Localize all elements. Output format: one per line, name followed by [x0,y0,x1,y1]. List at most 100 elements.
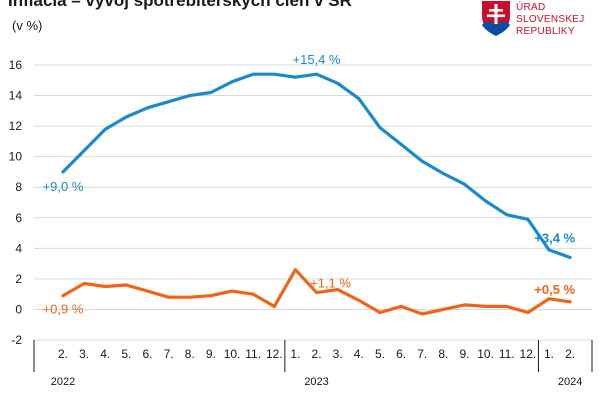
data-point [336,288,340,291]
data-point [230,289,234,293]
y-tick-label: 16 [9,58,23,72]
data-point [463,182,466,186]
series-line-blue [61,72,572,260]
logo-text: ÚRAD SLOVENSKEJ REPUBLIKY [516,2,585,38]
x-tick-label: 6. [143,347,153,361]
logo-line: SLOVENSKEJ [516,14,585,25]
x-tick-label: 9. [459,347,469,361]
data-point [399,304,403,308]
data-label: +3,4 % [534,231,575,246]
x-tick-label: 9. [206,347,216,361]
data-point [568,300,572,304]
x-tick-label: 10. [477,347,494,361]
data-point [484,199,487,203]
data-point [124,115,128,119]
data-label: +9,0 % [43,179,84,194]
data-point [315,291,318,295]
x-tick-label: 7. [417,347,427,361]
y-tick-label: -2 [11,333,22,347]
data-point [167,295,171,299]
data-point [378,126,382,130]
x-tick-label: 7. [164,347,174,361]
data-point [463,303,466,307]
x-tick-label: 3. [79,347,89,361]
slovak-coat-of-arms-icon [480,0,512,38]
series-lines [61,72,572,316]
data-point [336,81,340,85]
data-point [568,256,572,259]
x-tick-label: 8. [438,347,448,361]
x-tick-label: 4. [354,347,364,361]
x-tick-label: 11. [245,347,261,361]
year-label: 2023 [304,376,328,388]
x-tick-label: 3. [333,347,343,361]
data-point [526,217,530,221]
x-tick-label: 5. [121,347,131,361]
data-point [547,248,551,252]
data-point [188,94,192,97]
data-point [209,91,213,94]
data-label: +15,4 % [293,52,342,67]
x-tick-label: 6. [396,347,406,361]
data-point [420,312,424,316]
data-point [526,311,530,314]
y-tick-label: 6 [15,211,22,225]
data-point [103,285,107,288]
data-point [188,295,192,299]
data-point [230,80,234,84]
data-label: +1,1 % [310,276,351,291]
data-point [484,304,487,308]
data-point [251,72,255,76]
data-point [82,282,86,285]
logo: ÚRAD SLOVENSKEJ REPUBLIKY [476,0,600,42]
data-point [441,308,445,311]
data-point [294,268,297,272]
data-point [61,170,65,174]
annotations: +9,0 % +15,4 % +3,4 % +0,9 % +1,1 % +0,5 % [43,52,576,317]
data-point [61,294,65,298]
data-point [294,75,297,79]
x-tick-label: 1. [290,347,300,361]
x-tick-label: 2. [565,347,575,361]
unit-label: (v %) [12,18,43,33]
x-tick-label: 2. [312,347,322,361]
x-tick-label: 12. [266,347,283,361]
data-point [209,294,213,298]
x-tick-label: 5. [375,347,385,361]
y-tick-label: 4 [15,241,22,255]
x-tick-label: 1. [544,347,554,361]
x-axis: 2. 3. 4. 5. 6. 7. 8. 9. 10. 11. 12. 1. 2. 3. 4. 5. 6. 7. 8… [33,340,593,388]
data-point [272,304,276,308]
y-axis: -2 0 2 4 6 8 10 12 14 16 [9,58,23,347]
data-point [124,283,128,287]
data-point [103,127,107,131]
data-point [146,106,149,110]
data-point [315,72,318,76]
data-point [420,159,424,163]
data-point [441,172,445,175]
chart-title: Inflácia – vývoj spotrebiteľských cien v… [8,0,352,10]
grid [34,64,592,341]
y-tick-label: 12 [9,119,23,133]
x-tick-label: 8. [185,347,195,361]
data-point [505,213,509,217]
y-tick-label: 10 [9,150,23,164]
data-point [547,297,551,301]
data-point [146,289,149,293]
x-tick-label: 12. [520,347,537,361]
data-point [399,143,403,146]
x-tick-label: 2. [58,347,68,361]
data-point [505,304,509,308]
data-point [167,100,171,104]
data-label: +0,5 % [534,282,575,297]
data-point [378,311,382,314]
logo-line: ÚRAD [516,2,546,13]
year-label: 2022 [51,376,75,388]
x-tick-label: 11. [499,347,515,361]
data-point [82,149,86,152]
y-tick-label: 8 [15,180,22,194]
data-point [272,72,276,76]
x-tick-label: 10. [224,347,241,361]
data-point [357,97,361,101]
